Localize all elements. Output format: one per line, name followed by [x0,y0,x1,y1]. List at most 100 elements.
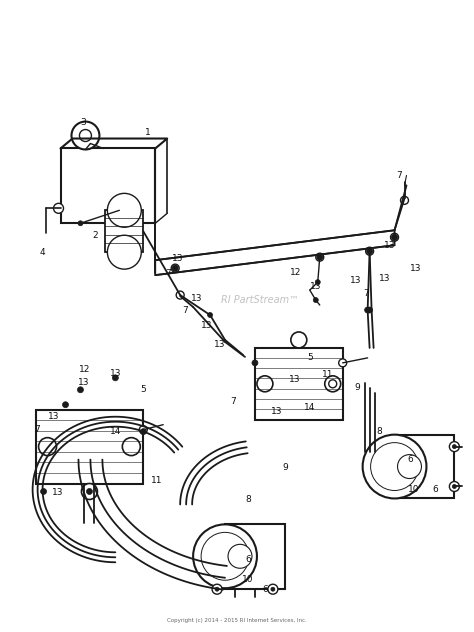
Circle shape [329,380,337,388]
Circle shape [112,375,118,381]
Circle shape [140,428,146,435]
Text: 9: 9 [282,463,288,472]
Text: 4: 4 [40,248,46,257]
Text: 7: 7 [397,171,402,180]
Circle shape [391,233,399,241]
Text: 7: 7 [165,269,171,277]
Circle shape [72,121,100,150]
Circle shape [86,489,92,494]
Circle shape [173,265,178,270]
Circle shape [176,291,184,299]
Text: 6: 6 [408,455,413,464]
Circle shape [449,482,459,492]
Text: 13: 13 [379,274,390,283]
Circle shape [392,234,398,240]
Circle shape [315,279,320,284]
Bar [225,525,285,589]
Text: 7: 7 [363,289,368,298]
Text: 14: 14 [304,403,316,412]
Circle shape [316,253,324,261]
Circle shape [371,442,419,490]
Circle shape [41,489,46,494]
Circle shape [325,376,341,392]
Text: 1: 1 [146,128,151,137]
Circle shape [54,204,64,214]
Circle shape [366,248,373,254]
Text: 13: 13 [191,293,203,303]
Circle shape [317,254,323,260]
Circle shape [392,234,397,240]
Text: 8: 8 [245,495,251,504]
Circle shape [252,360,258,366]
Text: 13: 13 [289,375,301,384]
Text: 11: 11 [150,476,162,485]
Text: 13: 13 [350,276,361,284]
Text: 7: 7 [230,398,236,406]
Text: 12: 12 [290,267,301,277]
Circle shape [449,442,459,452]
Text: 13: 13 [52,488,63,497]
Text: 13: 13 [78,379,89,387]
Text: 5: 5 [140,386,146,394]
Circle shape [291,332,307,348]
Text: 13: 13 [384,241,395,250]
Text: 3: 3 [81,118,86,127]
Text: 6: 6 [433,485,438,494]
Circle shape [108,235,141,269]
Circle shape [215,587,219,591]
Text: 13: 13 [48,412,59,421]
Text: 13: 13 [410,264,421,272]
Text: 13: 13 [201,322,213,331]
Circle shape [268,584,278,594]
Bar [255,348,343,420]
Circle shape [365,247,374,255]
Circle shape [365,307,371,313]
Circle shape [367,249,372,253]
Circle shape [363,435,427,499]
Circle shape [201,532,249,580]
Circle shape [212,584,222,594]
Circle shape [339,359,346,367]
Text: 2: 2 [92,231,98,240]
Text: 7: 7 [182,305,188,315]
Circle shape [80,130,91,142]
Circle shape [452,445,456,449]
Circle shape [139,426,147,434]
Circle shape [317,255,322,260]
Text: Copyright (c) 2014 - 2015 RI Internet Services, Inc.: Copyright (c) 2014 - 2015 RI Internet Se… [167,617,307,623]
Text: 12: 12 [79,365,90,374]
Circle shape [452,485,456,489]
Circle shape [172,265,178,271]
Text: 13: 13 [173,253,184,263]
Circle shape [271,587,275,591]
Circle shape [63,402,69,408]
Circle shape [38,437,56,456]
Circle shape [208,312,212,317]
Circle shape [193,525,257,588]
Circle shape [77,387,83,392]
Bar [105,210,143,252]
Text: 7: 7 [35,425,40,434]
Text: 6: 6 [262,585,268,593]
Circle shape [171,264,179,272]
Circle shape [313,298,318,303]
Text: 13: 13 [109,369,121,379]
Circle shape [398,454,421,478]
Text: 8: 8 [377,427,383,436]
Circle shape [78,221,83,226]
Circle shape [366,307,373,313]
Circle shape [228,544,252,568]
Text: 11: 11 [322,370,334,379]
Circle shape [257,376,273,392]
Text: 14: 14 [109,427,121,436]
Bar [36,410,143,483]
Text: 6: 6 [245,555,251,564]
Circle shape [82,483,98,499]
Text: 10: 10 [408,485,419,494]
Circle shape [178,293,182,298]
Text: 13: 13 [310,282,321,291]
Circle shape [401,197,409,204]
Text: RI PartStream™: RI PartStream™ [221,295,299,305]
Text: 9: 9 [355,383,361,392]
Text: 13: 13 [214,341,226,349]
